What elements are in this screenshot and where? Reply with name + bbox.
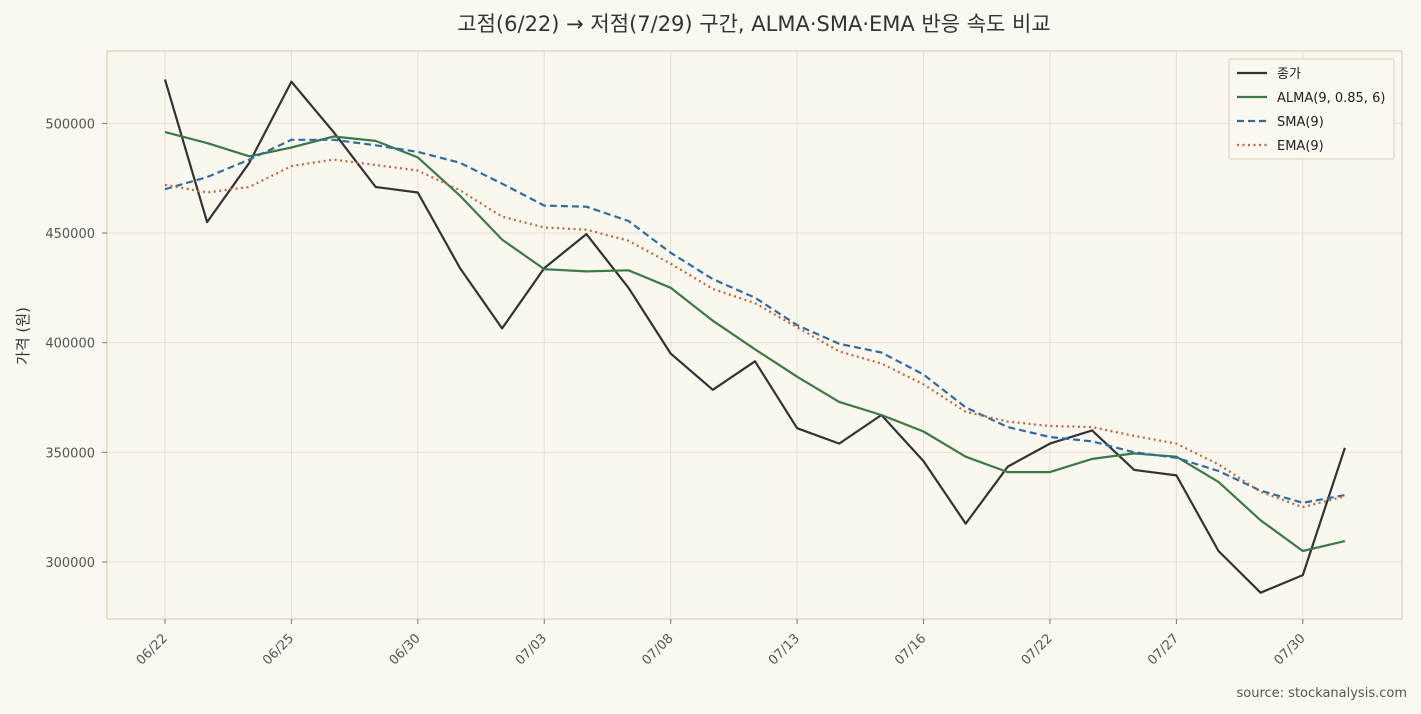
x-tick-label: 07/27: [1145, 631, 1182, 668]
source-note: source: stockanalysis.com: [1237, 686, 1408, 701]
y-tick-label: 450000: [45, 227, 95, 242]
series-line: [164, 131, 1346, 553]
legend-label: 종가: [1277, 67, 1301, 82]
legend-item: ALMA(9, 0.85, 6): [1237, 91, 1385, 106]
y-axis-label: 가격 (원): [14, 307, 32, 365]
series-1: [164, 131, 1346, 553]
series-lines: [163, 79, 1346, 594]
legend-label: SMA(9): [1277, 115, 1324, 130]
y-tick-label: 500000: [45, 117, 95, 132]
x-tick-label: 07/16: [892, 631, 929, 668]
y-axis-ticks: 300000 350000 400000 450000 500000: [45, 117, 107, 571]
plot-area: [107, 51, 1402, 619]
x-tick-label: 07/08: [639, 631, 676, 668]
legend-item: EMA(9): [1237, 139, 1324, 154]
plot-frame: [106, 50, 1403, 620]
x-tick-label: 07/30: [1272, 631, 1309, 668]
legend-item: SMA(9): [1237, 115, 1324, 130]
series-line: [164, 158, 1346, 509]
x-axis-ticks: 06/22 06/25 06/30 07/03 07/08 07/13 07/16 07/22…: [134, 619, 1309, 668]
y-tick-label: 400000: [45, 337, 95, 352]
y-tick-label: 300000: [45, 556, 95, 571]
series-3: [164, 158, 1346, 509]
x-tick-label: 07/22: [1019, 631, 1056, 668]
x-tick-label: 06/25: [260, 631, 297, 668]
legend: 종가 ALMA(9, 0.85, 6) SMA(9) EMA(9): [1228, 58, 1395, 160]
x-tick-label: 06/22: [134, 631, 171, 668]
x-tick-label: 07/03: [513, 631, 550, 668]
x-tick-label: 06/30: [387, 631, 424, 668]
legend-label: ALMA(9, 0.85, 6): [1277, 91, 1385, 106]
grid: [107, 51, 1402, 619]
x-tick-label: 07/13: [766, 631, 803, 668]
legend-item: 종가: [1237, 67, 1301, 82]
chart-title: 고점(6/22) → 저점(7/29) 구간, ALMA·SMA·EMA 반응 …: [457, 12, 1050, 36]
y-tick-label: 350000: [45, 446, 95, 461]
legend-box: [1228, 58, 1395, 160]
legend-label: EMA(9): [1277, 139, 1324, 154]
series-line: [163, 79, 1346, 594]
series-0: [163, 79, 1346, 594]
